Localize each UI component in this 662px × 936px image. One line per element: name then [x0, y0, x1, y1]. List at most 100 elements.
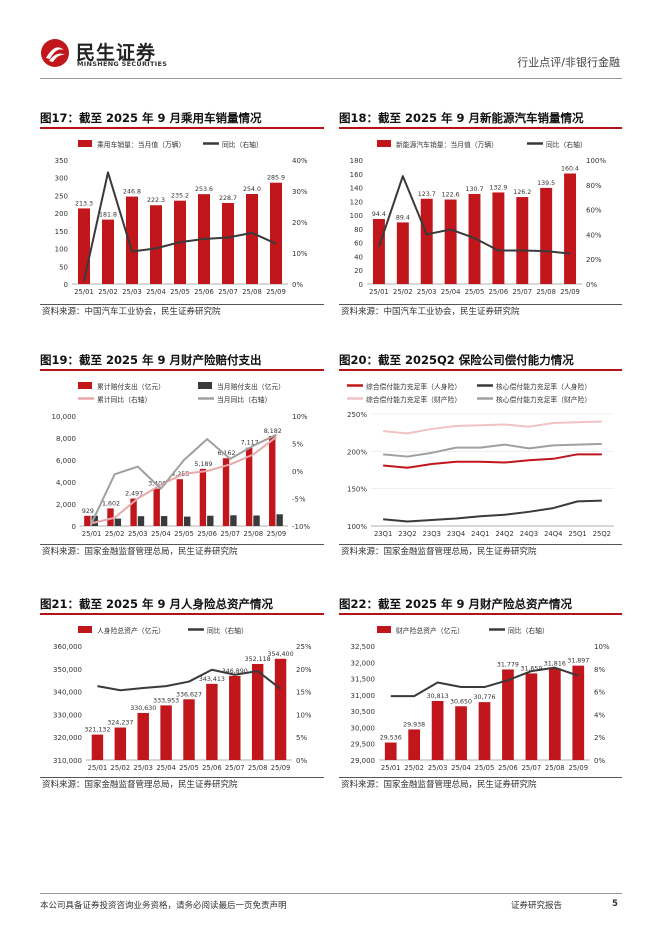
legend-swatch-bar	[198, 382, 212, 389]
x-tick-label: 25/05	[475, 764, 495, 772]
left-tick-label: 300	[55, 175, 68, 183]
figure-17-rule	[40, 127, 324, 129]
x-tick-label: 25/04	[441, 288, 461, 296]
x-tick-label: 25/05	[174, 530, 194, 538]
footer-disclaimer: 本公司具备证券投资咨询业务资格，请务必阅读最后一页免责声明	[40, 901, 287, 911]
figure-19-source: 资料来源：国家金融监督管理总局，民生证券研究院	[42, 547, 238, 557]
footer-report-label: 证券研究报告	[511, 901, 563, 911]
x-tick-label: 25/08	[536, 288, 556, 296]
left-tick-label: 200	[55, 210, 68, 218]
right-tick-label: 10%	[292, 413, 308, 421]
x-tick-label: 25/01	[74, 288, 94, 296]
x-tick-label: 25/03	[133, 764, 153, 772]
data-label: 352,118	[245, 656, 271, 663]
data-label: 336,627	[176, 691, 202, 698]
legend-label: 当月赔付支出（亿元）	[217, 382, 285, 391]
data-label: 160.4	[561, 166, 579, 173]
left-tick-label: 8,000	[56, 435, 76, 443]
bar-fig19	[207, 515, 214, 526]
left-tick-label: 40	[354, 253, 363, 261]
data-label: 139.5	[537, 180, 555, 187]
left-tick-label: 30,000	[351, 724, 376, 732]
series-line	[91, 436, 278, 525]
series-line	[383, 499, 602, 523]
figure-18-title: 图18：截至 2025 年 9 月新能源汽车销量情况	[339, 111, 584, 125]
left-tick-label: 150%	[347, 486, 367, 494]
legend-label: 财产险总资产（亿元）	[396, 626, 464, 635]
right-tick-label: 20%	[296, 666, 312, 674]
bar-fig22	[502, 669, 514, 760]
data-label: 354,400	[268, 651, 294, 658]
x-tick-label: 25/05	[170, 288, 190, 296]
x-tick-label: 25/02	[105, 530, 125, 538]
legend-label: 同比（右轴）	[508, 626, 549, 635]
data-label: 29,536	[380, 735, 402, 742]
figure-18-chart: 新能源汽车销量：当月值（万辆） 同比（右轴） 180 160 140 120 100 80 60…	[350, 140, 606, 296]
right-tick-label: 20%	[586, 256, 602, 264]
x-tick-label: 25/06	[498, 764, 518, 772]
data-label: 30,650	[450, 698, 472, 705]
bar-fig18	[372, 218, 385, 284]
bar-fig21	[274, 658, 287, 760]
bar-fig22	[525, 673, 538, 760]
data-label: 89.4	[396, 214, 410, 221]
bar-fig19	[176, 479, 183, 526]
bar-fig19	[230, 515, 237, 526]
x-tick-label: 25/06	[202, 764, 222, 772]
right-tick-label: 80%	[586, 182, 602, 190]
left-tick-label: 29,000	[351, 757, 376, 765]
bar-fig22	[455, 706, 467, 760]
data-label: 346,890	[222, 668, 248, 675]
x-tick-label: 25/09	[271, 764, 291, 772]
data-label: 285.9	[267, 175, 285, 182]
data-label: 30,776	[473, 694, 495, 701]
x-tick-label: 25/09	[267, 530, 287, 538]
x-tick-label: 25/09	[568, 764, 588, 772]
bar-fig21	[206, 683, 218, 760]
left-tick-label: 120	[350, 198, 363, 206]
bar-fig22	[384, 742, 397, 760]
x-tick-label: 25/04	[451, 764, 471, 772]
bar-fig19	[114, 518, 122, 526]
data-label: 8,182	[264, 428, 282, 435]
data-label: 5,189	[194, 461, 212, 468]
data-label: 29,938	[403, 721, 425, 728]
x-tick-label: 25/07	[512, 288, 532, 296]
left-tick-label: 32,000	[351, 659, 376, 667]
left-tick-label: 0	[72, 523, 76, 531]
legend-label: 当月同比（右轴）	[217, 395, 271, 404]
page-number: 5	[612, 899, 618, 909]
data-label: 321,132	[84, 727, 110, 734]
legend-label: 累计同比（右轴）	[97, 395, 151, 404]
legend-label: 同比（右轴）	[207, 626, 248, 635]
data-label: 181.8	[99, 212, 117, 219]
figure-22-rule	[339, 613, 622, 615]
right-tick-label: 100%	[586, 157, 606, 165]
x-tick-label: 25/08	[545, 764, 565, 772]
right-tick-label: 10%	[594, 643, 610, 651]
bar-fig19	[107, 508, 114, 526]
bar-fig22	[548, 668, 561, 760]
bar-fig17	[246, 194, 258, 284]
data-label: 2,497	[125, 491, 143, 498]
legend-label: 综合偿付能力充足率（财产险）	[366, 395, 461, 404]
brand-name-en: MINSHENG SECURITIES	[77, 60, 168, 68]
left-tick-label: 350,000	[53, 666, 82, 674]
bar-fig21	[114, 727, 127, 760]
bar-fig17	[222, 202, 234, 284]
bar-fig22	[431, 700, 444, 760]
right-tick-label: 40%	[292, 157, 308, 165]
left-tick-label: 60	[354, 240, 363, 248]
data-label: 31,897	[567, 658, 589, 665]
x-tick-label: 23Q2	[398, 530, 416, 538]
figure-17-source-rule	[40, 304, 324, 305]
data-label: 122.6	[442, 192, 460, 199]
right-tick-label: 5%	[296, 734, 307, 742]
left-tick-label: 160	[350, 171, 363, 179]
x-tick-label: 25/07	[225, 764, 245, 772]
left-tick-label: 31,500	[351, 676, 376, 684]
x-tick-label: 25/02	[111, 764, 131, 772]
x-tick-label: 25/08	[244, 530, 264, 538]
figure-19-chart: 累计赔付支出（亿元） 当月赔付支出（亿元） 累计同比（右轴） 当月同比（右轴） 10,0…	[52, 382, 310, 538]
brand-name-cn: 民生证券	[76, 42, 157, 64]
